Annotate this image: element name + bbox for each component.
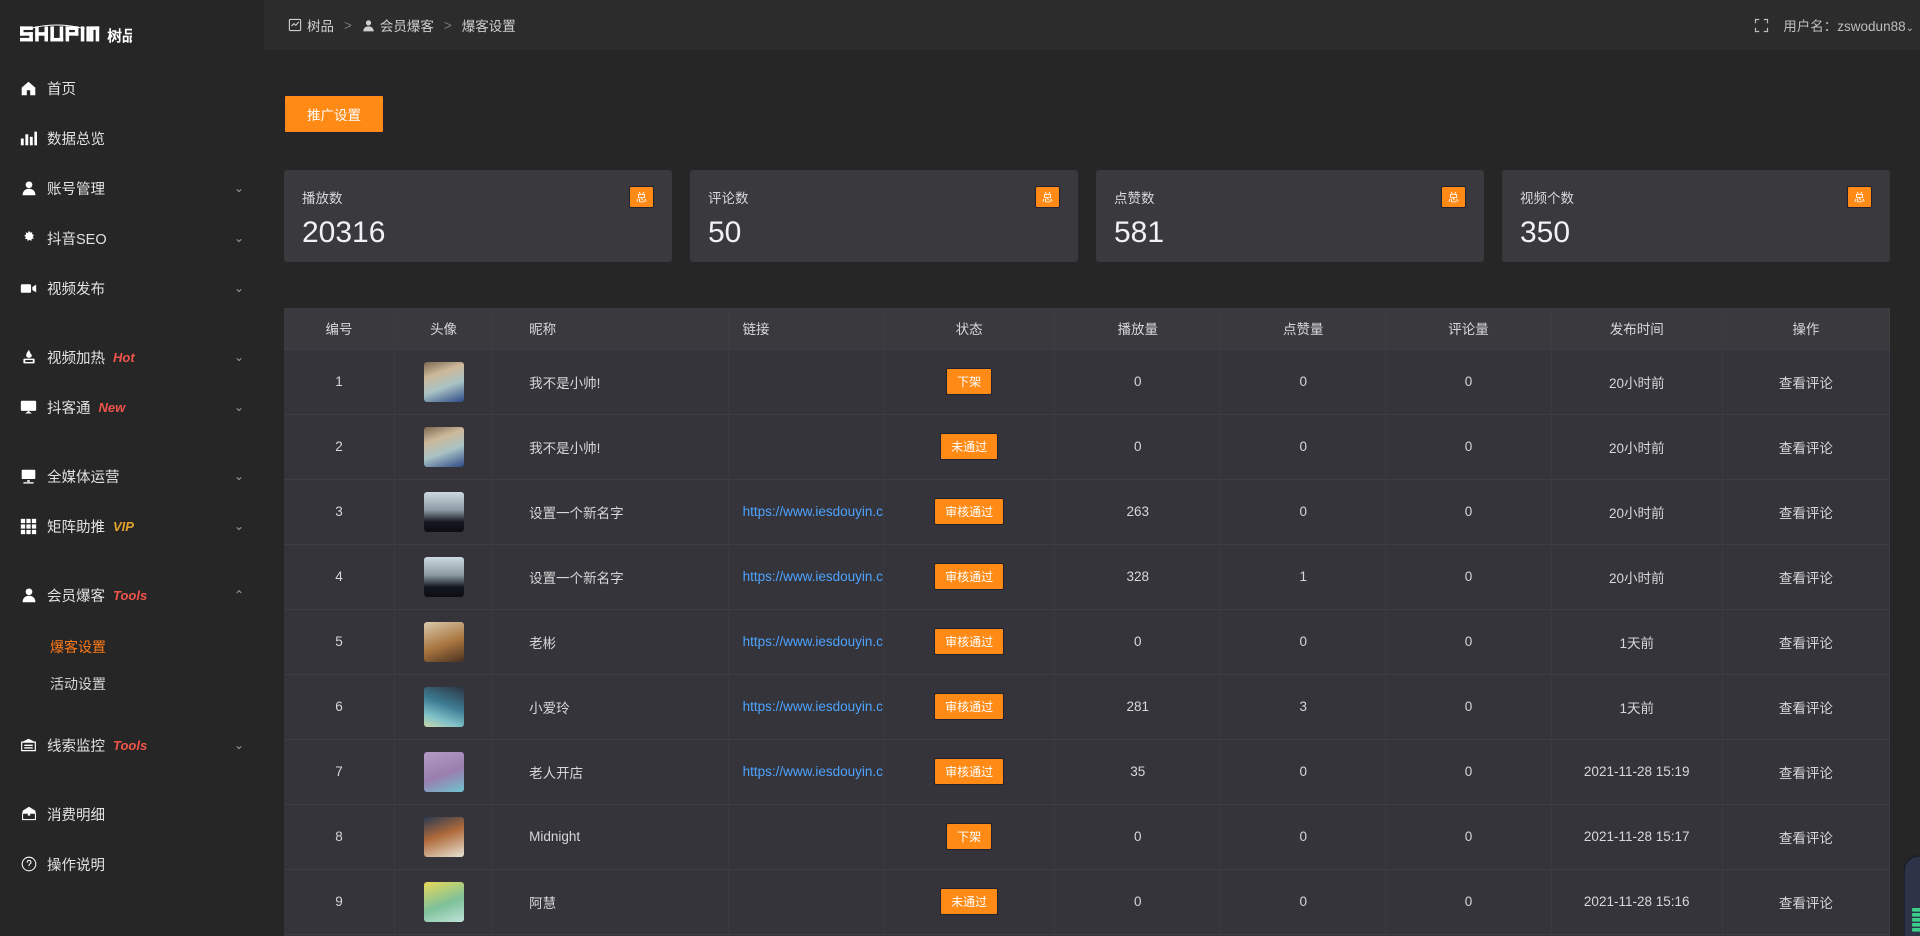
svg-text:树品: 树品 — [107, 27, 132, 45]
